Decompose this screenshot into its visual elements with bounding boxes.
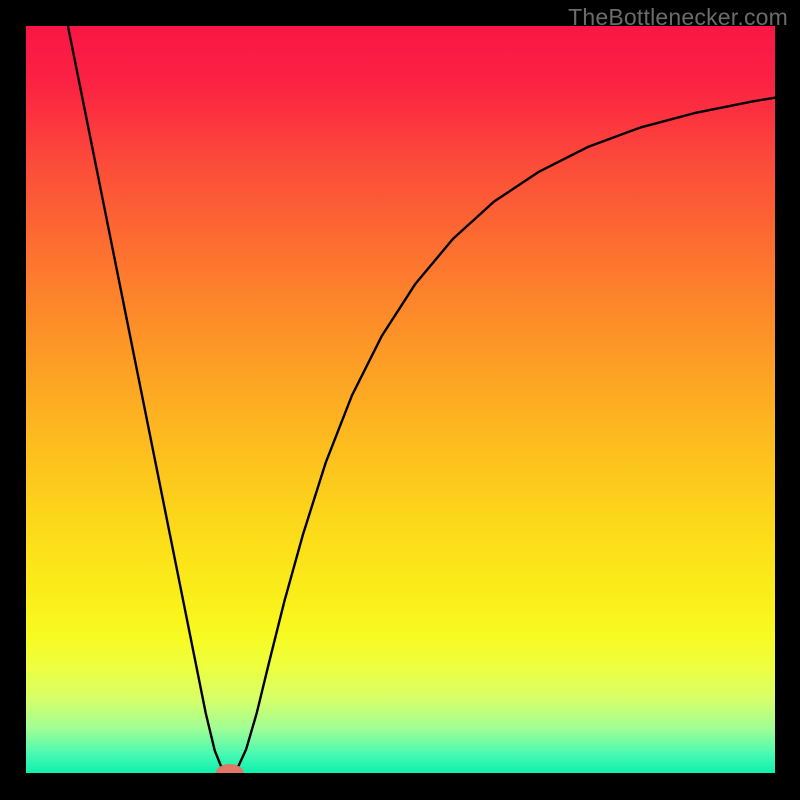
bottleneck-chart — [0, 0, 800, 800]
chart-container: { "watermark": { "text": "TheBottlenecke… — [0, 0, 800, 800]
plot-background — [26, 26, 775, 773]
watermark-text: TheBottlenecker.com — [568, 4, 788, 31]
